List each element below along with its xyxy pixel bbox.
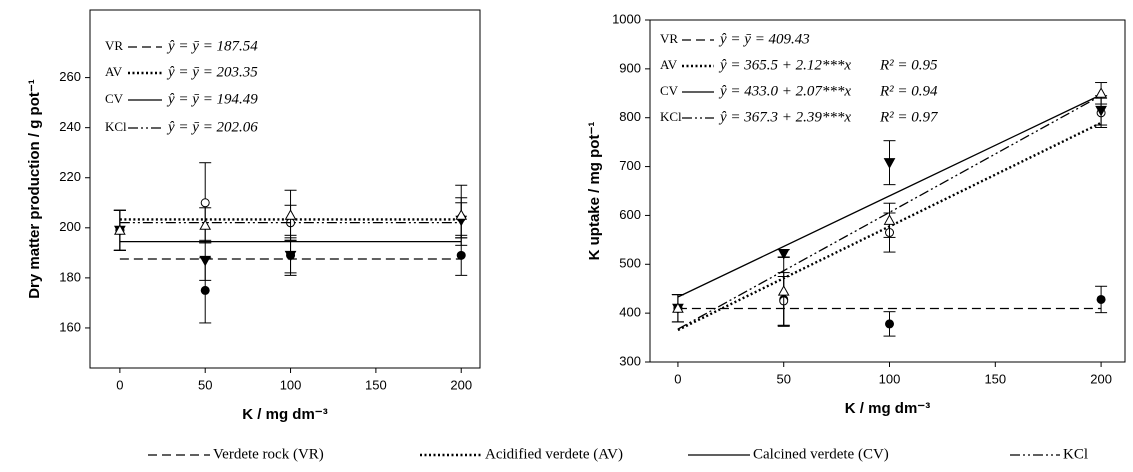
x-tick-label: 0 xyxy=(674,371,681,386)
y-tick-label: 260 xyxy=(59,69,81,84)
y-tick-label: 160 xyxy=(59,319,81,334)
x-tick-label: 0 xyxy=(116,377,123,392)
y-tick-label: 400 xyxy=(619,305,641,320)
marker xyxy=(777,285,790,296)
y-tick-label: 240 xyxy=(59,119,81,134)
marker xyxy=(200,285,210,295)
marker xyxy=(114,224,126,235)
marker xyxy=(1095,105,1107,117)
legend-label: KCl xyxy=(1063,446,1088,462)
equation: ŷ = ȳ = 202.06 xyxy=(166,119,258,135)
equation-key: CV xyxy=(660,83,679,98)
legend-label: Acidified verdete (AV) xyxy=(485,446,623,462)
r-squared: R² = 0.95 xyxy=(879,57,938,73)
x-tick-label: 50 xyxy=(198,377,212,392)
marker xyxy=(284,250,297,262)
marker xyxy=(1096,294,1106,304)
r-squared: R² = 0.94 xyxy=(879,83,938,99)
equation: ŷ = 433.0 + 2.07***x xyxy=(718,83,851,99)
marker xyxy=(199,255,212,267)
marker xyxy=(883,214,896,225)
equation: ŷ = ȳ = 187.54 xyxy=(166,38,258,54)
x-tick-label: 200 xyxy=(450,377,472,392)
equation: ŷ = ȳ = 409.43 xyxy=(718,31,810,47)
x-axis-label: K / mg dm⁻³ xyxy=(242,406,327,423)
marker xyxy=(200,198,210,208)
x-tick-label: 50 xyxy=(776,371,790,386)
x-tick-label: 150 xyxy=(984,371,1006,386)
y-tick-label: 220 xyxy=(59,169,81,184)
equation-key: AV xyxy=(105,64,123,79)
equation-key: KCl xyxy=(105,119,127,134)
marker xyxy=(1095,87,1107,98)
marker xyxy=(455,209,468,220)
equation: ŷ = ȳ = 203.35 xyxy=(166,64,258,80)
y-tick-label: 500 xyxy=(619,256,641,271)
plot-frame xyxy=(89,9,481,369)
equation-key: CV xyxy=(105,91,124,106)
equation: ŷ = 367.3 + 2.39***x xyxy=(718,109,851,125)
marker xyxy=(199,219,212,230)
marker xyxy=(456,250,466,260)
y-tick-label: 600 xyxy=(619,207,641,222)
equation: ŷ = ȳ = 194.49 xyxy=(166,91,258,107)
y-tick-label: 200 xyxy=(59,219,81,234)
y-tick-label: 900 xyxy=(619,60,641,75)
x-tick-label: 150 xyxy=(365,377,387,392)
marker xyxy=(883,158,896,169)
y-tick-label: 1000 xyxy=(612,11,641,26)
marker xyxy=(672,302,684,313)
legend-label: Verdete rock (VR) xyxy=(213,446,324,462)
y-axis-label: K uptake / mg pot⁻¹ xyxy=(586,122,603,261)
y-tick-label: 300 xyxy=(619,353,641,368)
equation-key: VR xyxy=(660,31,678,46)
equation-key: AV xyxy=(660,57,678,72)
y-tick-label: 800 xyxy=(619,109,641,124)
r-squared: R² = 0.97 xyxy=(879,109,939,125)
plot-frame xyxy=(649,19,1126,363)
x-axis-label: K / mg dm⁻³ xyxy=(845,400,930,417)
marker xyxy=(885,319,895,329)
x-tick-label: 100 xyxy=(280,377,302,392)
x-tick-label: 200 xyxy=(1090,371,1112,386)
equation: ŷ = 365.5 + 2.12***x xyxy=(718,57,851,73)
fit-line xyxy=(677,94,1102,298)
marker xyxy=(284,209,297,220)
marker xyxy=(777,249,790,260)
y-tick-label: 700 xyxy=(619,158,641,173)
equation-key: VR xyxy=(105,38,123,53)
equation-key: KCl xyxy=(660,109,682,124)
legend-label: Calcined verdete (CV) xyxy=(753,446,889,462)
y-tick-label: 180 xyxy=(59,269,81,284)
x-tick-label: 100 xyxy=(879,371,901,386)
y-axis-label: Dry matter production / g pot⁻¹ xyxy=(26,79,43,299)
